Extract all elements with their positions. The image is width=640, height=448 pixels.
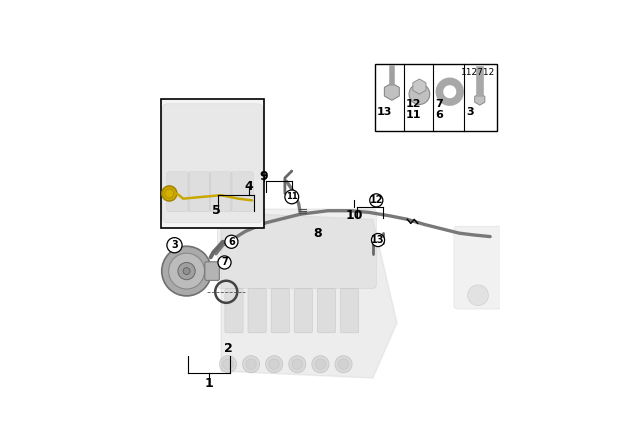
Text: 13: 13 (376, 108, 392, 117)
FancyBboxPatch shape (374, 64, 497, 131)
FancyBboxPatch shape (454, 226, 502, 309)
Circle shape (225, 235, 238, 248)
Circle shape (289, 356, 306, 373)
Circle shape (246, 359, 256, 370)
Text: 5: 5 (211, 204, 220, 217)
Circle shape (468, 285, 488, 306)
FancyBboxPatch shape (231, 172, 253, 212)
Circle shape (285, 190, 299, 204)
Circle shape (370, 194, 383, 207)
Text: 12: 12 (369, 195, 383, 205)
FancyBboxPatch shape (166, 172, 189, 212)
Text: 1: 1 (205, 377, 213, 390)
FancyBboxPatch shape (205, 262, 220, 280)
FancyBboxPatch shape (209, 172, 232, 212)
Text: 112712: 112712 (461, 68, 495, 77)
Circle shape (218, 256, 231, 269)
Circle shape (409, 84, 430, 104)
Circle shape (168, 253, 205, 289)
Text: 13: 13 (371, 235, 385, 245)
Text: 11: 11 (286, 193, 298, 202)
Text: 2: 2 (223, 342, 232, 355)
FancyBboxPatch shape (218, 209, 376, 289)
Text: 10: 10 (345, 209, 363, 222)
Text: 6: 6 (435, 110, 443, 120)
Text: 12: 12 (406, 99, 421, 109)
FancyBboxPatch shape (188, 172, 211, 212)
Circle shape (312, 356, 329, 373)
Circle shape (178, 263, 195, 280)
Circle shape (167, 237, 182, 253)
Text: 7: 7 (221, 258, 228, 267)
Circle shape (266, 356, 283, 373)
Circle shape (243, 356, 260, 373)
FancyBboxPatch shape (225, 289, 243, 333)
Circle shape (339, 359, 349, 370)
FancyBboxPatch shape (317, 289, 335, 333)
Polygon shape (221, 212, 397, 378)
FancyBboxPatch shape (163, 104, 262, 223)
Circle shape (183, 267, 190, 275)
Circle shape (162, 246, 211, 296)
Text: 11: 11 (406, 110, 421, 120)
Text: 6: 6 (228, 237, 235, 247)
Text: 3: 3 (466, 108, 474, 117)
Circle shape (292, 359, 303, 370)
Circle shape (220, 356, 237, 373)
Text: 9: 9 (260, 170, 269, 183)
FancyBboxPatch shape (248, 289, 266, 333)
Circle shape (165, 189, 174, 198)
Text: 8: 8 (314, 227, 322, 240)
FancyBboxPatch shape (294, 289, 312, 333)
Text: 4: 4 (244, 180, 253, 193)
Text: 3: 3 (171, 240, 178, 250)
Circle shape (223, 359, 233, 370)
FancyBboxPatch shape (161, 99, 264, 228)
Circle shape (162, 186, 177, 201)
FancyBboxPatch shape (271, 289, 289, 333)
Circle shape (335, 356, 352, 373)
FancyBboxPatch shape (340, 289, 358, 333)
Circle shape (371, 233, 385, 246)
Text: 7: 7 (435, 99, 443, 109)
Circle shape (269, 359, 280, 370)
Circle shape (316, 359, 326, 370)
